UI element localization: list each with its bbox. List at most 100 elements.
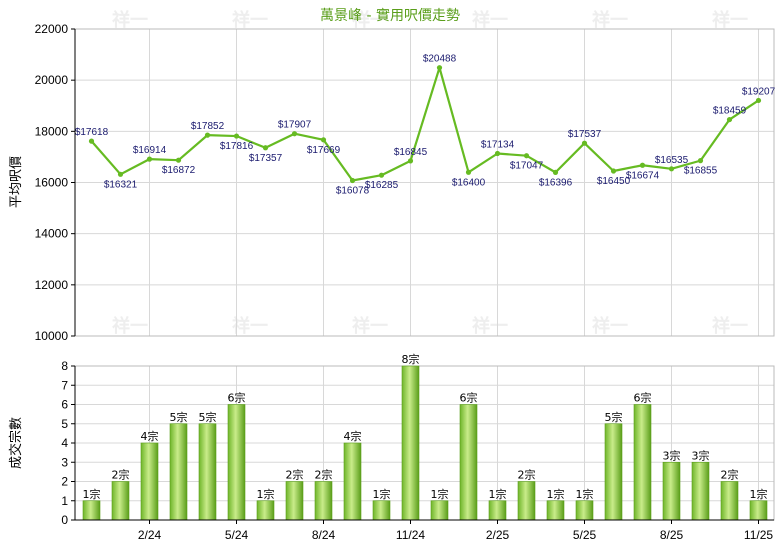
volume-bar — [227, 404, 246, 521]
volume-bar — [256, 500, 275, 521]
volume-bar-label: 1宗 — [576, 487, 594, 501]
volume-bar — [198, 423, 217, 521]
axis-layer: 10000 12000 14000 16000 18000 20000 22000 0 1 2 3 4… — [35, 22, 774, 542]
price-point-label: $17907 — [278, 120, 312, 131]
price-point — [639, 162, 646, 168]
price-point — [697, 158, 704, 164]
price-point — [494, 150, 501, 157]
watermark-text: 祥一 — [472, 315, 508, 337]
volume-tick-label: 7 — [61, 378, 68, 392]
volume-bar-label: 3宗 — [692, 448, 710, 462]
price-point-label: $17852 — [191, 121, 225, 132]
watermark-text: 祥一 — [112, 315, 148, 337]
volume-bar — [314, 481, 333, 521]
volume-bar-label: 8宗 — [402, 352, 420, 366]
price-tick-label: 20000 — [35, 73, 69, 87]
volume-bar — [691, 461, 710, 521]
watermark-text: 祥一 — [352, 315, 388, 337]
volume-bar — [604, 423, 623, 521]
volume-bar — [140, 442, 159, 521]
price-point-label: $16321 — [104, 179, 138, 190]
price-point-label: $16674 — [626, 170, 660, 181]
line-series — [88, 65, 762, 184]
x-tick-label: 8/25 — [660, 528, 684, 542]
price-point — [523, 153, 530, 159]
price-point-label: $16078 — [336, 186, 370, 197]
price-line — [90, 66, 760, 182]
volume-tick-label: 6 — [61, 398, 68, 412]
volume-bar — [720, 481, 739, 521]
price-point-label: $17047 — [510, 161, 544, 172]
volume-tick-label: 0 — [61, 513, 68, 527]
volume-tick-label: 2 — [61, 475, 68, 489]
volume-bar-label: 2宗 — [112, 468, 130, 482]
volume-bar — [285, 481, 304, 521]
volume-tick-label: 1 — [61, 494, 68, 508]
price-point-label: $16855 — [684, 166, 718, 177]
watermark-text: 祥一 — [712, 9, 748, 31]
volume-bar-label: 1宗 — [750, 487, 768, 501]
volume-bar-label: 2宗 — [518, 468, 536, 482]
watermark-text: 祥一 — [472, 9, 508, 31]
price-point — [552, 169, 559, 175]
price-tick-label: 14000 — [35, 227, 69, 241]
volume-bar-label: 4宗 — [344, 429, 362, 443]
grid-layer — [75, 28, 774, 521]
watermark-text: 祥一 — [712, 315, 748, 337]
chart-title: 萬景峰 - 實用呎價走勢 — [320, 7, 460, 24]
x-tick-label: 5/24 — [225, 528, 249, 542]
price-point — [465, 169, 472, 175]
volume-bar-label: 1宗 — [489, 487, 507, 501]
price-point — [117, 171, 124, 177]
bar-series — [82, 365, 768, 521]
label-layer: 1宗 2宗 4宗 5宗 5宗 6宗 1宗 2宗 2宗 4宗 1宗 8宗 1宗 6宗 1宗 2宗 1宗 1宗 5宗 6宗… — [75, 54, 776, 501]
price-point-label: $17618 — [75, 127, 109, 138]
price-point-label: $20488 — [423, 54, 457, 65]
price-point-label: $16400 — [452, 177, 486, 188]
price-point — [233, 133, 240, 139]
volume-bar — [111, 481, 130, 521]
price-point-label: $17816 — [220, 141, 254, 152]
price-point — [349, 177, 356, 184]
x-tick-label: 8/24 — [312, 528, 336, 542]
volume-bar — [662, 461, 681, 521]
watermark-text: 祥一 — [232, 315, 268, 337]
price-point — [175, 157, 182, 163]
watermark-text: 祥一 — [592, 315, 628, 337]
volume-tick-label: 3 — [61, 455, 68, 469]
volume-bar — [517, 481, 536, 521]
price-point-label: $17669 — [307, 145, 341, 156]
price-point — [726, 116, 733, 123]
price-point — [755, 97, 762, 104]
volume-bar — [575, 500, 594, 521]
price-point-label: $16845 — [394, 147, 428, 158]
price-point-label: $16535 — [655, 155, 689, 166]
price-tick-label: 12000 — [35, 278, 69, 292]
price-point-label: $16872 — [162, 165, 196, 176]
volume-bar-label: 3宗 — [663, 448, 681, 462]
x-tick-label: 5/25 — [573, 528, 597, 542]
volume-bar-label: 6宗 — [228, 391, 246, 405]
volume-bar-label: 1宗 — [373, 487, 391, 501]
volume-bar-label: 2宗 — [721, 468, 739, 482]
price-point — [436, 65, 443, 71]
price-point-label: $17357 — [249, 153, 283, 164]
price-point — [610, 168, 617, 174]
price-point — [88, 138, 95, 144]
volume-bar-label: 1宗 — [431, 487, 449, 501]
price-tick-label: 22000 — [35, 22, 69, 36]
price-axis-title: 平均呎價 — [9, 156, 24, 208]
volume-bar — [372, 500, 391, 521]
price-point — [407, 158, 414, 164]
price-point — [378, 172, 385, 178]
price-point-label: $16450 — [597, 176, 631, 187]
volume-bar — [546, 500, 565, 521]
price-point — [320, 137, 327, 143]
volume-bar — [459, 404, 478, 521]
price-point-label: $16285 — [365, 180, 399, 191]
price-point-label: $17134 — [481, 139, 515, 150]
watermark-text: 祥一 — [112, 9, 148, 31]
